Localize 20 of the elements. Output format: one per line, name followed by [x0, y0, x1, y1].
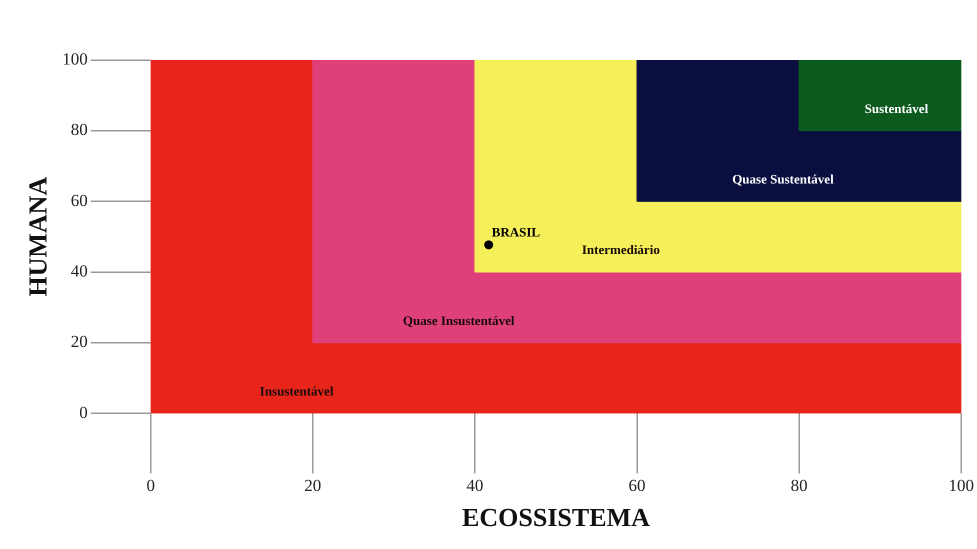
y-tick-label: 0: [79, 402, 88, 422]
x-axis-title: ECOSSISTEMA: [462, 503, 650, 532]
y-tick-label: 100: [62, 49, 88, 68]
x-tick-label: 40: [466, 476, 484, 496]
y-tick-label: 80: [70, 120, 88, 140]
y-tick-label: 40: [70, 262, 88, 281]
series-label: Quase Insustentável: [402, 312, 515, 328]
series-label: Sustentável: [864, 100, 929, 116]
series-label: Intermediário: [582, 242, 660, 258]
series-label: BRASIL: [492, 224, 540, 240]
x-tick-label: 20: [304, 476, 322, 496]
x-tick-label: 80: [790, 476, 808, 496]
y-tick-label: 60: [70, 190, 88, 210]
x-tick-label: 100: [948, 476, 974, 496]
x-tick-label: 60: [628, 476, 646, 496]
series-label: Quase Sustentável: [732, 172, 834, 187]
series-label: Insustentável: [260, 384, 334, 399]
y-axis-title: HUMANA: [23, 176, 52, 297]
x-tick-label: 0: [146, 476, 155, 496]
y-tick-label: 20: [70, 332, 88, 352]
